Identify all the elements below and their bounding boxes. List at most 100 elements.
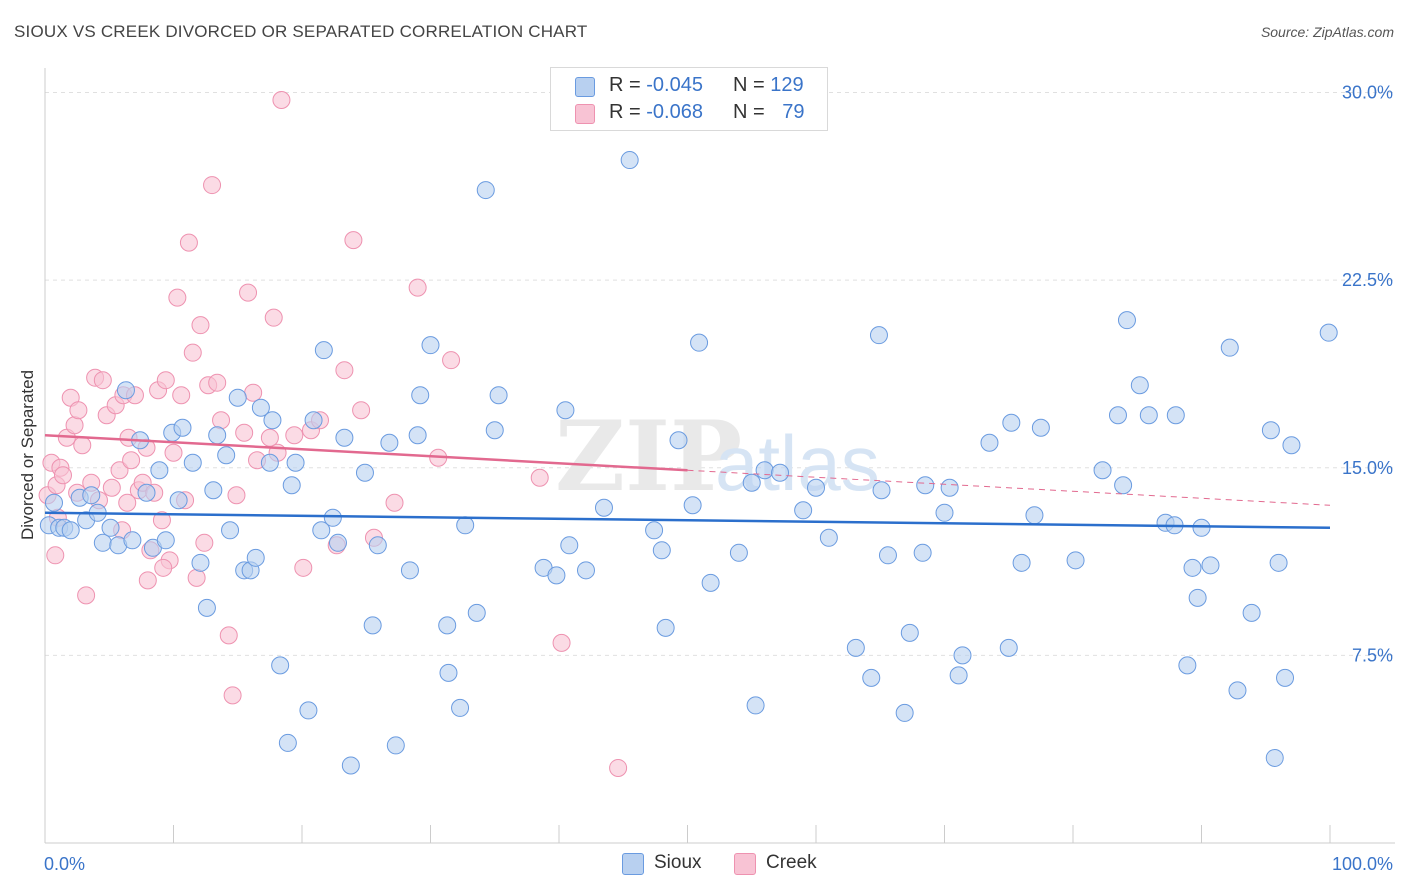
sioux-point bbox=[1130, 376, 1149, 395]
sioux-point bbox=[645, 521, 664, 540]
sioux-point bbox=[652, 541, 671, 560]
sioux-point bbox=[328, 533, 347, 552]
creek-r: R = -0.068 bbox=[609, 101, 703, 124]
sioux-point bbox=[742, 473, 761, 492]
sioux-point bbox=[421, 336, 440, 355]
creek-point bbox=[442, 351, 461, 370]
creek-point bbox=[118, 493, 137, 512]
sioux-point bbox=[953, 646, 972, 665]
creek-point bbox=[46, 546, 65, 565]
x-tick-label: 0.0% bbox=[44, 854, 85, 874]
sioux-point bbox=[304, 411, 323, 430]
sioux-point bbox=[1188, 588, 1207, 607]
sioux-point bbox=[819, 528, 838, 547]
y-tick-label: 15.0% bbox=[1342, 458, 1393, 478]
creek-r-value: -0.068 bbox=[646, 101, 703, 123]
sioux-point bbox=[278, 733, 297, 752]
sioux-point bbox=[204, 481, 223, 500]
sioux-point bbox=[1025, 506, 1044, 525]
sioux-point bbox=[940, 478, 959, 497]
sioux-point bbox=[594, 498, 613, 517]
source-label: Source: ZipAtlas.com bbox=[1260, 24, 1394, 40]
creek-point bbox=[187, 568, 206, 587]
sioux-point bbox=[949, 666, 968, 685]
sioux-r-label: R = bbox=[609, 74, 647, 96]
trend-lines bbox=[44, 433, 1331, 530]
sioux-legend-swatch bbox=[622, 853, 644, 875]
sioux-point bbox=[312, 521, 331, 540]
sioux-point bbox=[368, 536, 387, 555]
sioux-n-label: N = bbox=[733, 74, 771, 96]
watermark-zip: ZIP bbox=[555, 400, 742, 513]
watermark-atlas: atlas bbox=[715, 419, 880, 507]
sioux-point bbox=[61, 521, 80, 540]
sioux-point bbox=[1002, 413, 1021, 432]
sioux-point bbox=[794, 501, 813, 520]
sioux-point bbox=[44, 493, 63, 512]
creek-point bbox=[53, 466, 72, 485]
creek-point bbox=[154, 558, 173, 577]
creek-point bbox=[385, 493, 404, 512]
sioux-point bbox=[1108, 406, 1127, 425]
y-tick-label: 22.5% bbox=[1342, 270, 1393, 290]
sioux-point bbox=[1261, 421, 1280, 440]
sioux-point bbox=[286, 453, 305, 472]
creek-point bbox=[73, 436, 92, 455]
sioux-point bbox=[191, 553, 210, 572]
sioux-point bbox=[217, 446, 236, 465]
y-tick-label: 7.5% bbox=[1352, 645, 1393, 665]
sioux-point bbox=[400, 561, 419, 580]
creek-point bbox=[156, 371, 175, 390]
sioux-swatch bbox=[575, 77, 595, 97]
sioux-point bbox=[576, 561, 595, 580]
creek-point bbox=[93, 371, 112, 390]
creek-point bbox=[344, 231, 363, 250]
sioux-point bbox=[150, 461, 169, 480]
sioux-point bbox=[137, 483, 156, 502]
sioux-point bbox=[1319, 323, 1338, 342]
sioux-point bbox=[755, 461, 774, 480]
sioux-point bbox=[1192, 518, 1211, 537]
sioux-point bbox=[683, 496, 702, 515]
sioux-point bbox=[314, 341, 333, 360]
creek-point bbox=[203, 176, 222, 195]
sioux-point bbox=[690, 333, 709, 352]
sioux-point bbox=[846, 638, 865, 657]
sioux-point bbox=[156, 531, 175, 550]
sioux-point bbox=[669, 431, 688, 450]
sioux-r-value: -0.045 bbox=[646, 74, 703, 96]
sioux-point bbox=[1139, 406, 1158, 425]
creek-point bbox=[260, 428, 279, 447]
sioux-point bbox=[1228, 681, 1247, 700]
sioux-point bbox=[547, 566, 566, 585]
creek-point bbox=[264, 308, 283, 327]
creek-point bbox=[183, 343, 202, 362]
creek-point bbox=[227, 486, 246, 505]
creek-trend-line bbox=[44, 433, 688, 472]
creek-point bbox=[208, 373, 227, 392]
creek-point bbox=[138, 571, 157, 590]
creek-n-label: N = bbox=[733, 101, 771, 123]
sioux-point bbox=[251, 398, 270, 417]
sioux-point bbox=[1242, 603, 1261, 622]
sioux-point bbox=[1066, 551, 1085, 570]
creek-legend-label: Creek bbox=[766, 852, 817, 873]
sioux-point bbox=[173, 418, 192, 437]
creek-point bbox=[530, 468, 549, 487]
creek-point bbox=[69, 401, 88, 420]
sioux-point bbox=[1031, 418, 1050, 437]
sioux-point bbox=[771, 463, 790, 482]
sioux-point bbox=[1201, 556, 1220, 575]
sioux-point bbox=[438, 616, 457, 635]
tick-labels: 7.5% 15.0% 22.5% 30.0% 0.0% 100.0% bbox=[44, 83, 1393, 874]
sioux-point bbox=[260, 453, 279, 472]
sioux-point bbox=[980, 433, 999, 452]
creek-point bbox=[172, 386, 191, 405]
y-axis-label: Divorced or Separated bbox=[18, 370, 37, 540]
creek-point bbox=[552, 633, 571, 652]
sioux-point bbox=[1178, 656, 1197, 675]
sioux-r: R = -0.045 bbox=[609, 74, 703, 97]
sioux-point bbox=[355, 463, 374, 482]
creek-point bbox=[244, 383, 263, 402]
sioux-point bbox=[1265, 748, 1284, 767]
